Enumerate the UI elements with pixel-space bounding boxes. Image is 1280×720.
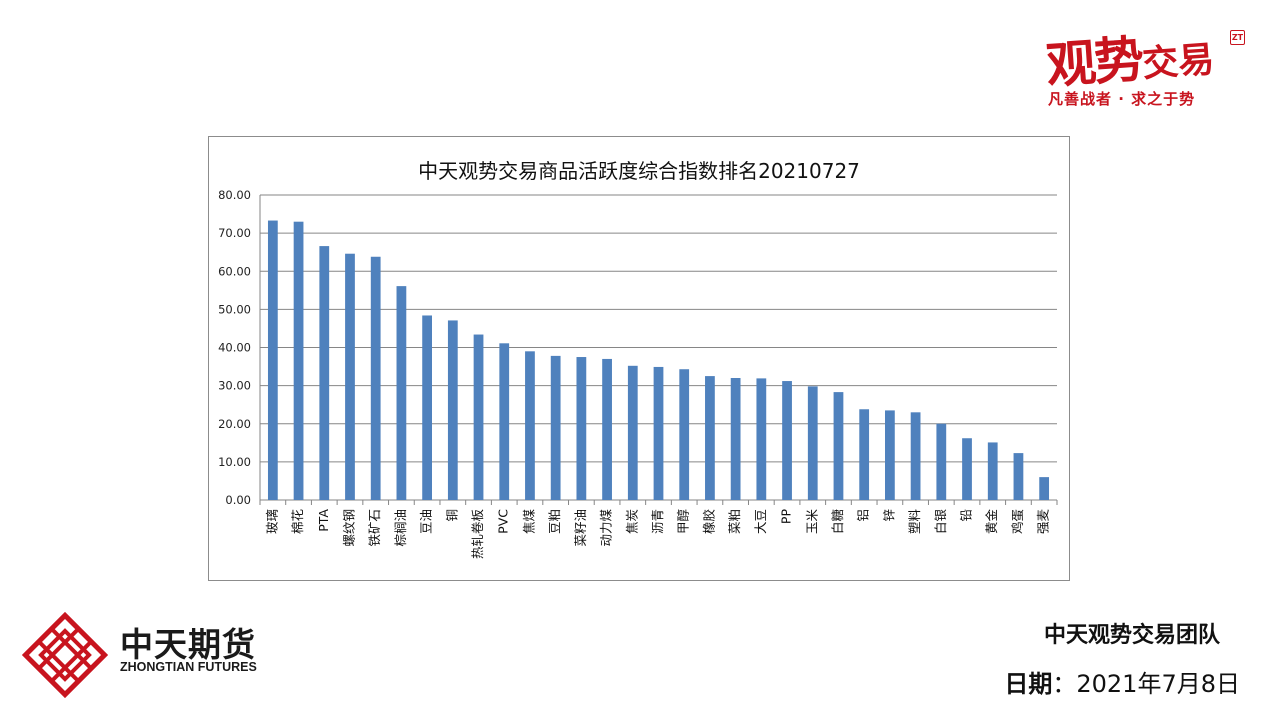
x-category-label: 螺纹钢 (341, 509, 356, 547)
date-separator: ： (1052, 670, 1077, 698)
x-category-label: PTA (316, 509, 331, 532)
y-tick-label: 50.00 (218, 302, 251, 316)
bar (370, 256, 381, 500)
company-name-cn: 中天期货 (120, 625, 256, 664)
x-category-label: 黄金 (984, 509, 999, 535)
bar (602, 358, 612, 500)
y-tick-label: 10.00 (218, 455, 251, 469)
x-category-label: 菜籽油 (573, 509, 588, 547)
bar (910, 412, 921, 500)
y-tick-label: 80.00 (218, 188, 251, 202)
x-category-label: 铝 (856, 509, 871, 522)
brand-logo: 观势交易 ZT 凡善战者 · 求之于势 (1040, 22, 1250, 112)
chart-title: 中天观势交易商品活跃度综合指数排名20210727 (418, 159, 860, 183)
x-category-label: 菜粕 (727, 509, 742, 534)
bar (679, 369, 690, 500)
bar (653, 366, 664, 500)
company-emblem-icon (22, 612, 108, 698)
brand-title-main: 观势 (1044, 29, 1145, 95)
y-tick-label: 0.00 (225, 493, 251, 507)
y-tick-label: 20.00 (218, 417, 251, 431)
x-category-label: 橡胶 (701, 509, 716, 534)
date-value: 2021年7月8日 (1076, 670, 1240, 698)
x-category-label: 动力煤 (599, 509, 614, 547)
y-tick-label: 40.00 (218, 341, 251, 355)
y-tick-label: 30.00 (218, 379, 251, 393)
bar (627, 365, 638, 500)
x-category-label: PVC (496, 509, 511, 534)
bar (345, 253, 355, 500)
x-category-label: 白银 (933, 509, 948, 535)
x-category-label: PP (779, 509, 794, 525)
bar (319, 246, 330, 500)
x-category-label: 焦煤 (521, 509, 536, 535)
x-category-label: 大豆 (753, 509, 768, 534)
brand-slogan: 凡善战者 · 求之于势 (1048, 90, 1196, 108)
bar (550, 355, 561, 500)
bar (293, 221, 304, 500)
bar (807, 386, 818, 500)
x-category-label: 玉米 (804, 509, 819, 535)
x-category-label: 白糖 (830, 509, 845, 535)
company-logo: 中天期货 ZHONGTIAN FUTURES (22, 612, 282, 698)
bar (1013, 453, 1024, 500)
chart-frame: 0.00 10.00 20.00 30.00 40.00 50.00 60.00 70.00 8… (208, 136, 1070, 581)
bar (473, 334, 484, 500)
bar (833, 392, 844, 500)
brand-title: 观势交易 (1043, 14, 1216, 98)
x-category-label: 豆粕 (547, 509, 562, 534)
x-category-label: 棕榈油 (393, 509, 408, 547)
bar (422, 315, 432, 500)
company-name-en: ZHONGTIAN FUTURES (120, 660, 257, 674)
bar (576, 357, 587, 500)
bar (859, 409, 870, 500)
bar (936, 423, 947, 500)
x-category-label: 玻璃 (264, 509, 279, 534)
x-category-label: 棉花 (290, 509, 305, 534)
x-category-label: 铁矿石 (367, 509, 382, 547)
x-category-label: 焦炭 (624, 509, 639, 534)
date-line: 日期：2021年7月8日 (1004, 664, 1240, 699)
bar-chart: 0.00 10.00 20.00 30.00 40.00 50.00 60.00 70.00 8… (218, 188, 1058, 560)
y-tick-label: 60.00 (218, 264, 251, 278)
brand-title-small: 交易 (1140, 38, 1216, 86)
x-category-label: 塑料 (907, 509, 922, 535)
x-category-label: 铜 (444, 509, 459, 522)
y-tick-label: 70.00 (218, 226, 251, 240)
bar (499, 343, 510, 500)
bar (267, 220, 278, 500)
bar (782, 381, 792, 500)
bar (705, 376, 715, 500)
bar (447, 320, 458, 500)
brand-seal: ZT (1230, 30, 1245, 45)
team-name: 中天观势交易团队 (1043, 623, 1220, 648)
bar (396, 286, 407, 500)
x-category-label: 强麦 (1036, 509, 1051, 535)
x-category-label: 沥青 (650, 509, 665, 534)
x-category-label: 热轧卷板 (470, 509, 485, 560)
bar (962, 438, 972, 500)
bar (756, 378, 767, 500)
bar (885, 410, 895, 500)
x-category-label: 甲醇 (676, 509, 691, 534)
bar (730, 378, 741, 500)
date-label: 日期 (1004, 670, 1053, 698)
bar (987, 442, 998, 500)
x-category-label: 锌 (881, 509, 896, 522)
x-category-label: 鸡蛋 (1010, 509, 1025, 534)
x-category-label: 豆油 (419, 509, 434, 534)
x-category-label: 铅 (959, 509, 974, 522)
bar (525, 351, 535, 500)
bar (1039, 477, 1050, 500)
